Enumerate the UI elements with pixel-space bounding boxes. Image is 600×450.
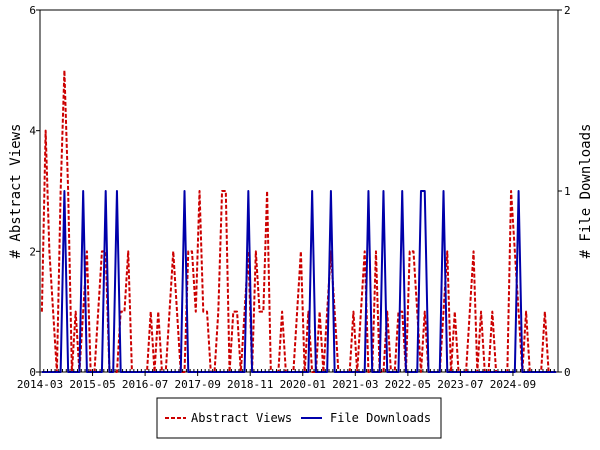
y-left-tick-label: 4	[29, 125, 36, 138]
y-axis-left-title: # Abstract Views	[8, 124, 24, 259]
legend-box	[156, 397, 442, 439]
x-tick-label: 2014-03	[17, 378, 63, 391]
legend-label-file-downloads: File Downloads	[330, 411, 431, 425]
legend-label-abstract-views: Abstract Views	[191, 411, 292, 425]
series-line-abstract-views	[40, 69, 557, 373]
plot-area	[39, 9, 559, 373]
x-tick-label: 2020-01	[280, 378, 326, 391]
y-left-tick-label: 6	[29, 4, 36, 17]
y-right-tick-label: 1	[564, 185, 571, 198]
x-tick-label: 2021-03	[332, 378, 378, 391]
legend: Abstract Views File Downloads	[156, 397, 442, 439]
axis-layer: 2014-03 2015-05 2016-07 2017-09 2018-11 2020-…	[17, 4, 571, 391]
x-tick-label: 2018-11	[227, 378, 273, 391]
x-tick-label: 2023-07	[437, 378, 483, 391]
y-left-tick-label: 0	[29, 366, 36, 379]
y-right-tick-label: 2	[564, 4, 571, 17]
x-tick-label: 2017-09	[174, 378, 220, 391]
x-tick-label: 2024-09	[490, 378, 536, 391]
x-tick-label: 2016-07	[122, 378, 168, 391]
y-right-tick-label: 0	[564, 366, 571, 379]
x-tick-label: 2015-05	[69, 378, 115, 391]
x-tick-label: 2022-05	[385, 378, 431, 391]
y-axis-right-title: # File Downloads	[578, 124, 594, 259]
y-left-tick-label: 2	[29, 245, 36, 258]
